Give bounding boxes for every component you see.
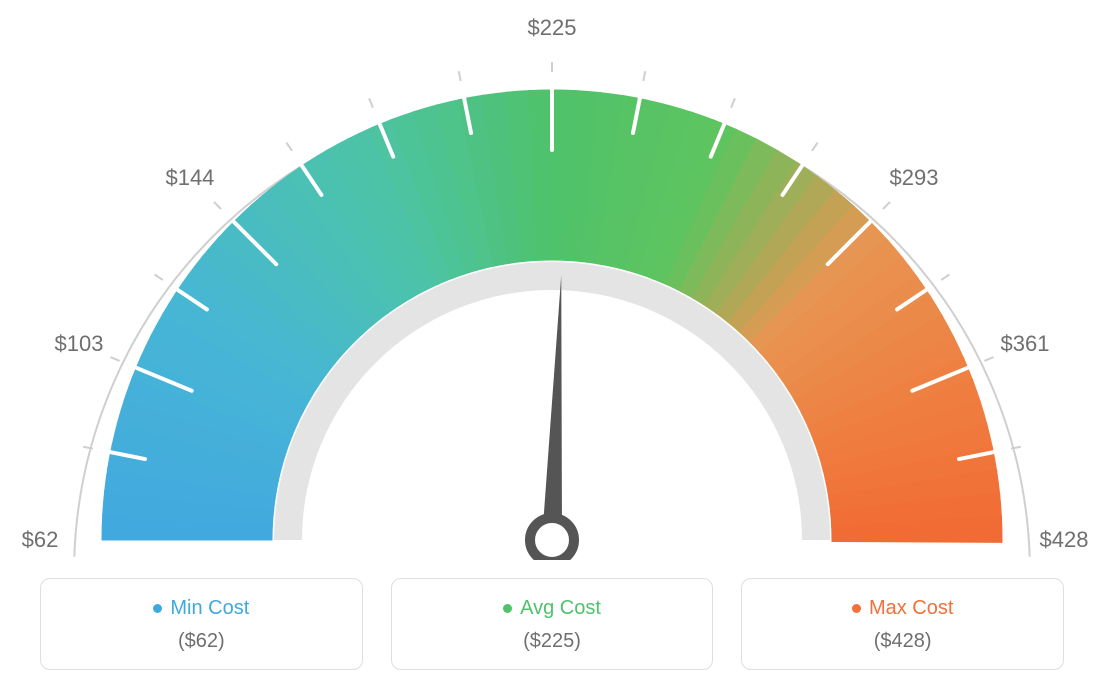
legend-value-avg: ($225) (402, 630, 703, 653)
legend-dot-min (153, 604, 162, 613)
gauge-tick-label: $144 (165, 165, 214, 191)
legend-label-max: Max Cost (869, 597, 953, 620)
legend-top: Avg Cost (402, 597, 703, 620)
legend-label-avg: Avg Cost (520, 597, 601, 620)
legend-row: Min Cost ($62) Avg Cost ($225) Max Cost … (0, 578, 1104, 670)
gauge-tick-label: $361 (1001, 331, 1050, 357)
legend-card-avg: Avg Cost ($225) (391, 578, 714, 670)
gauge-tick-label: $225 (528, 15, 577, 41)
gauge-tick-label: $103 (54, 331, 103, 357)
legend-top: Min Cost (51, 597, 352, 620)
gauge-hub (530, 518, 574, 560)
legend-top: Max Cost (752, 597, 1053, 620)
legend-dot-avg (503, 604, 512, 613)
legend-label-min: Min Cost (170, 597, 249, 620)
gauge-svg (0, 0, 1104, 560)
legend-card-max: Max Cost ($428) (741, 578, 1064, 670)
gauge-container: $62 $103 $144 $225 $293 $361 $428 (0, 0, 1104, 560)
legend-value-min: ($62) (51, 630, 352, 653)
gauge-tick-label: $428 (1040, 527, 1089, 553)
legend-card-min: Min Cost ($62) (40, 578, 363, 670)
legend-value-max: ($428) (752, 630, 1053, 653)
gauge-tick-label: $293 (890, 165, 939, 191)
gauge-tick-label: $62 (22, 527, 59, 553)
legend-dot-max (852, 604, 861, 613)
gauge-needle (542, 275, 562, 540)
